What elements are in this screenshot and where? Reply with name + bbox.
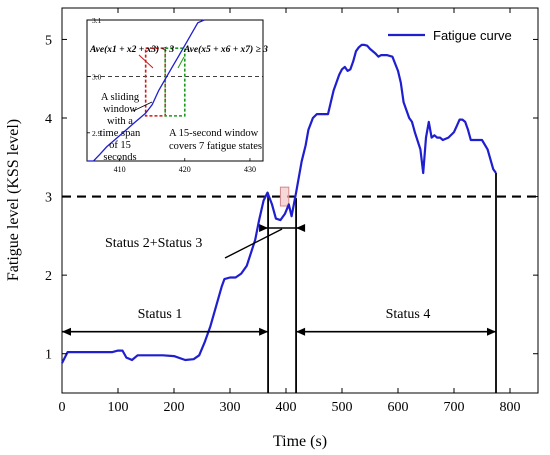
inset-x-tick-label: 430 [244,165,256,174]
note-line: with a [107,116,133,127]
inset-red-window [144,47,167,117]
inset-y-tick-label: 3.1 [92,16,102,25]
fatigue-curve-line [61,43,497,364]
y-tick-label: 2 [45,269,52,284]
arrowhead [487,327,496,336]
x-axis-ticks: 0 100 200 300 400 500 600 700 800 [59,8,521,415]
inset-zoom: 410 420 430 3.1 3.0 2.9 Ave(x1 + x2 + x3) < … [86,16,268,174]
inset-x-tick-label: 420 [179,165,191,174]
x-tick-label: 0 [59,400,66,415]
legend-label: Fatigue curve [433,28,512,43]
inset-red-pointer [138,54,154,69]
y-tick-label: 3 [45,191,52,206]
arrowhead [62,327,71,336]
note-line: A sliding [101,92,140,103]
status1-label: Status 1 [138,307,183,322]
inset-green-pointer [177,56,185,69]
note-line: time span [100,128,141,139]
y-tick-label: 1 [45,348,52,363]
status23-pointer [224,228,283,259]
inset-y-ticks: 3.1 3.0 2.9 [87,16,102,138]
inset-formula-red: Ave(x1 + x2 + x3) < 3 [89,44,174,55]
y-axis-label: Fatigue level (KSS level) [5,119,22,281]
arrowhead [296,327,306,336]
status-arrows [62,224,496,336]
inset-note-sliding: A sliding window with a time span of 15 … [100,92,141,163]
inset-x-tick-label: 410 [114,165,126,174]
y-tick-label: 5 [45,33,52,48]
y-axis-ticks: 1 2 3 4 5 [45,33,538,363]
x-axis-label: Time (s) [273,433,327,450]
highlight-box [279,186,290,207]
inset-formula-green: Ave(x5 + x6 + x7) ≥ 3 [183,44,268,55]
x-tick-label: 400 [276,400,297,415]
inset-frame [86,19,264,162]
note-line: of 15 [109,140,131,151]
status-annotations: Status 1 Status 4 Status 2+Status 3 [105,236,430,322]
x-tick-label: 100 [108,400,129,415]
note-line: window [103,104,137,115]
note-line: A 15-second window [169,128,259,139]
vertical-markers [267,173,497,393]
status23-label: Status 2+Status 3 [105,236,202,251]
inset-curve [87,19,205,162]
x-tick-label: 500 [332,400,353,415]
status4-label: Status 4 [386,307,431,322]
arrowhead [259,224,269,232]
arrowhead [296,224,306,232]
inset-note-covers: A 15-second window covers 7 fatigue stat… [169,128,262,152]
legend: Fatigue curve [388,28,512,43]
arrowhead [259,327,269,336]
note-line: seconds [103,152,136,163]
y-tick-label: 4 [45,112,52,127]
note-line: covers 7 fatigue states [169,141,262,152]
x-tick-label: 300 [220,400,241,415]
inset-x-ticks: 410 420 430 [114,158,256,174]
inset-green-window [164,47,186,117]
x-tick-label: 700 [444,400,465,415]
inset-sliding-pointer [132,101,153,112]
plot-frame [61,7,539,394]
inset-y-tick-label: 3.0 [92,72,102,81]
x-tick-label: 200 [164,400,185,415]
x-tick-label: 600 [388,400,409,415]
inset-y-tick-label: 2.9 [92,129,102,138]
x-tick-label: 800 [500,400,521,415]
